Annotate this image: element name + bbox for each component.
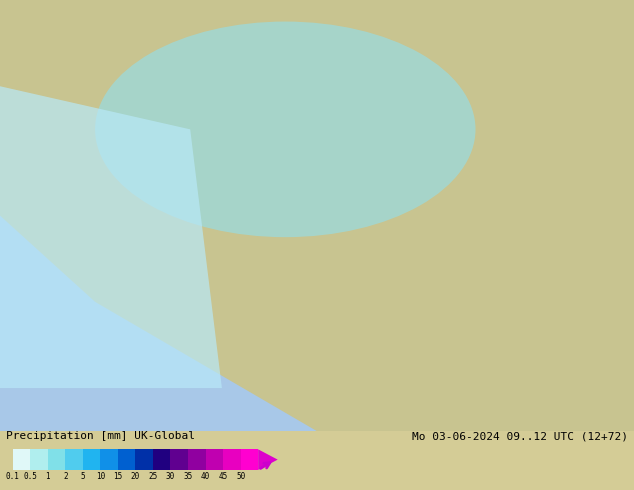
Text: 25: 25: [148, 471, 158, 481]
Text: 20: 20: [131, 471, 140, 481]
Bar: [100, 449, 118, 470]
Text: 45: 45: [219, 471, 228, 481]
Text: 15: 15: [113, 471, 122, 481]
Bar: [65, 449, 83, 470]
Polygon shape: [0, 86, 222, 388]
Text: 30: 30: [166, 471, 175, 481]
Text: 0.1: 0.1: [6, 471, 20, 481]
Text: 2: 2: [63, 471, 68, 481]
Text: 10: 10: [96, 471, 105, 481]
Bar: [136, 449, 153, 470]
Bar: [13, 449, 30, 470]
Bar: [223, 449, 241, 470]
Text: 1: 1: [46, 471, 50, 481]
Text: Mo 03-06-2024 09..12 UTC (12+72): Mo 03-06-2024 09..12 UTC (12+72): [411, 431, 628, 441]
Text: Precipitation [mm] UK-Global: Precipitation [mm] UK-Global: [6, 431, 195, 441]
Bar: [241, 449, 258, 470]
Text: 35: 35: [183, 471, 193, 481]
Polygon shape: [0, 216, 317, 431]
Bar: [30, 449, 48, 470]
Text: 0.5: 0.5: [23, 471, 37, 481]
Bar: [118, 449, 136, 470]
Ellipse shape: [95, 22, 476, 237]
Bar: [83, 449, 100, 470]
Text: 5: 5: [81, 471, 85, 481]
Bar: [171, 449, 188, 470]
Text: 40: 40: [201, 471, 210, 481]
Bar: [205, 449, 223, 470]
Text: 50: 50: [236, 471, 245, 481]
Polygon shape: [258, 449, 278, 470]
Bar: [153, 449, 171, 470]
Bar: [188, 449, 205, 470]
Bar: [48, 449, 65, 470]
